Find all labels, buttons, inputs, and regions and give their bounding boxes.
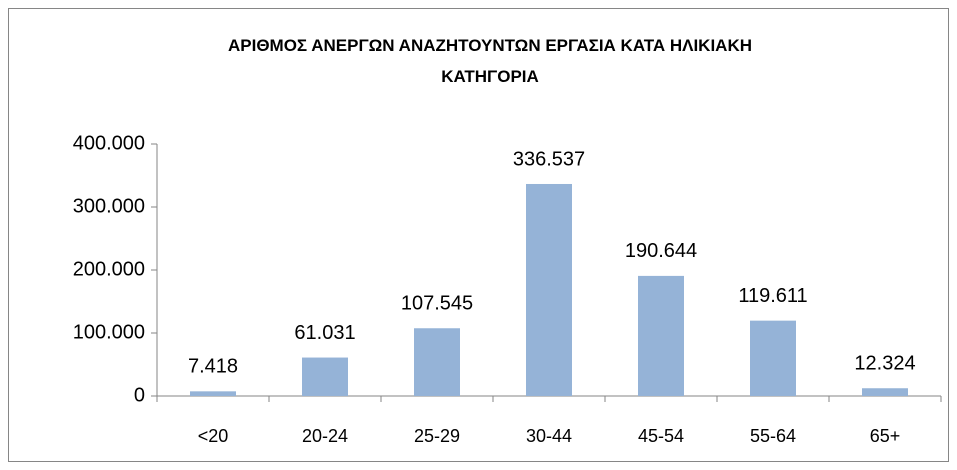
chart-title: ΑΡΙΘΜΟΣ ΑΝΕΡΓΩΝ ΑΝΑΖΗΤΟΥΝΤΩΝ ΕΡΓΑΣΙΑ ΚΑΤ… [227, 36, 752, 86]
data-label: 61.031 [294, 322, 355, 344]
bar [638, 275, 684, 396]
bar [750, 320, 796, 396]
x-tick-label: 25-29 [414, 426, 460, 446]
bar [302, 357, 348, 396]
data-label: 119.611 [738, 285, 807, 307]
data-label: 7.418 [188, 356, 238, 378]
x-tick-label: 65+ [870, 426, 901, 446]
x-tick-label: 55-64 [750, 426, 796, 446]
y-tick-label: 200.000 [73, 258, 145, 280]
bar [526, 183, 572, 396]
data-label: 12.324 [854, 353, 915, 375]
y-tick-label: 0 [134, 384, 145, 406]
x-tick-label: <20 [198, 426, 229, 446]
bar [414, 328, 460, 396]
x-tick-label: 45-54 [638, 426, 684, 446]
x-tick-label: 20-24 [302, 426, 348, 446]
x-tick-label: 30-44 [526, 426, 572, 446]
data-label: 107.545 [401, 293, 473, 315]
y-tick-label: 100.000 [73, 321, 145, 343]
bar [190, 391, 236, 396]
bar [862, 388, 908, 396]
y-tick-label: 400.000 [73, 132, 145, 154]
data-label: 336.537 [513, 148, 585, 170]
data-label: 190.644 [625, 240, 697, 262]
y-tick-label: 300.000 [73, 195, 145, 217]
